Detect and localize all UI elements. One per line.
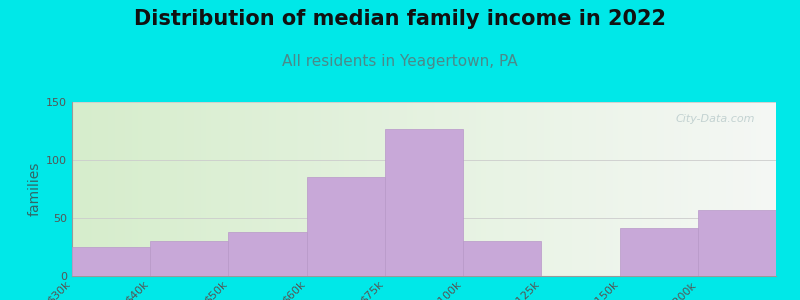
- Bar: [619, 228, 698, 276]
- Bar: [385, 129, 463, 276]
- Bar: [463, 241, 542, 276]
- Text: All residents in Yeagertown, PA: All residents in Yeagertown, PA: [282, 54, 518, 69]
- Bar: [72, 247, 150, 276]
- Text: Distribution of median family income in 2022: Distribution of median family income in …: [134, 9, 666, 29]
- Bar: [698, 210, 776, 276]
- Bar: [229, 232, 306, 276]
- Bar: [306, 177, 385, 276]
- Y-axis label: families: families: [28, 162, 42, 216]
- Bar: [150, 241, 229, 276]
- Text: City-Data.com: City-Data.com: [675, 114, 755, 124]
